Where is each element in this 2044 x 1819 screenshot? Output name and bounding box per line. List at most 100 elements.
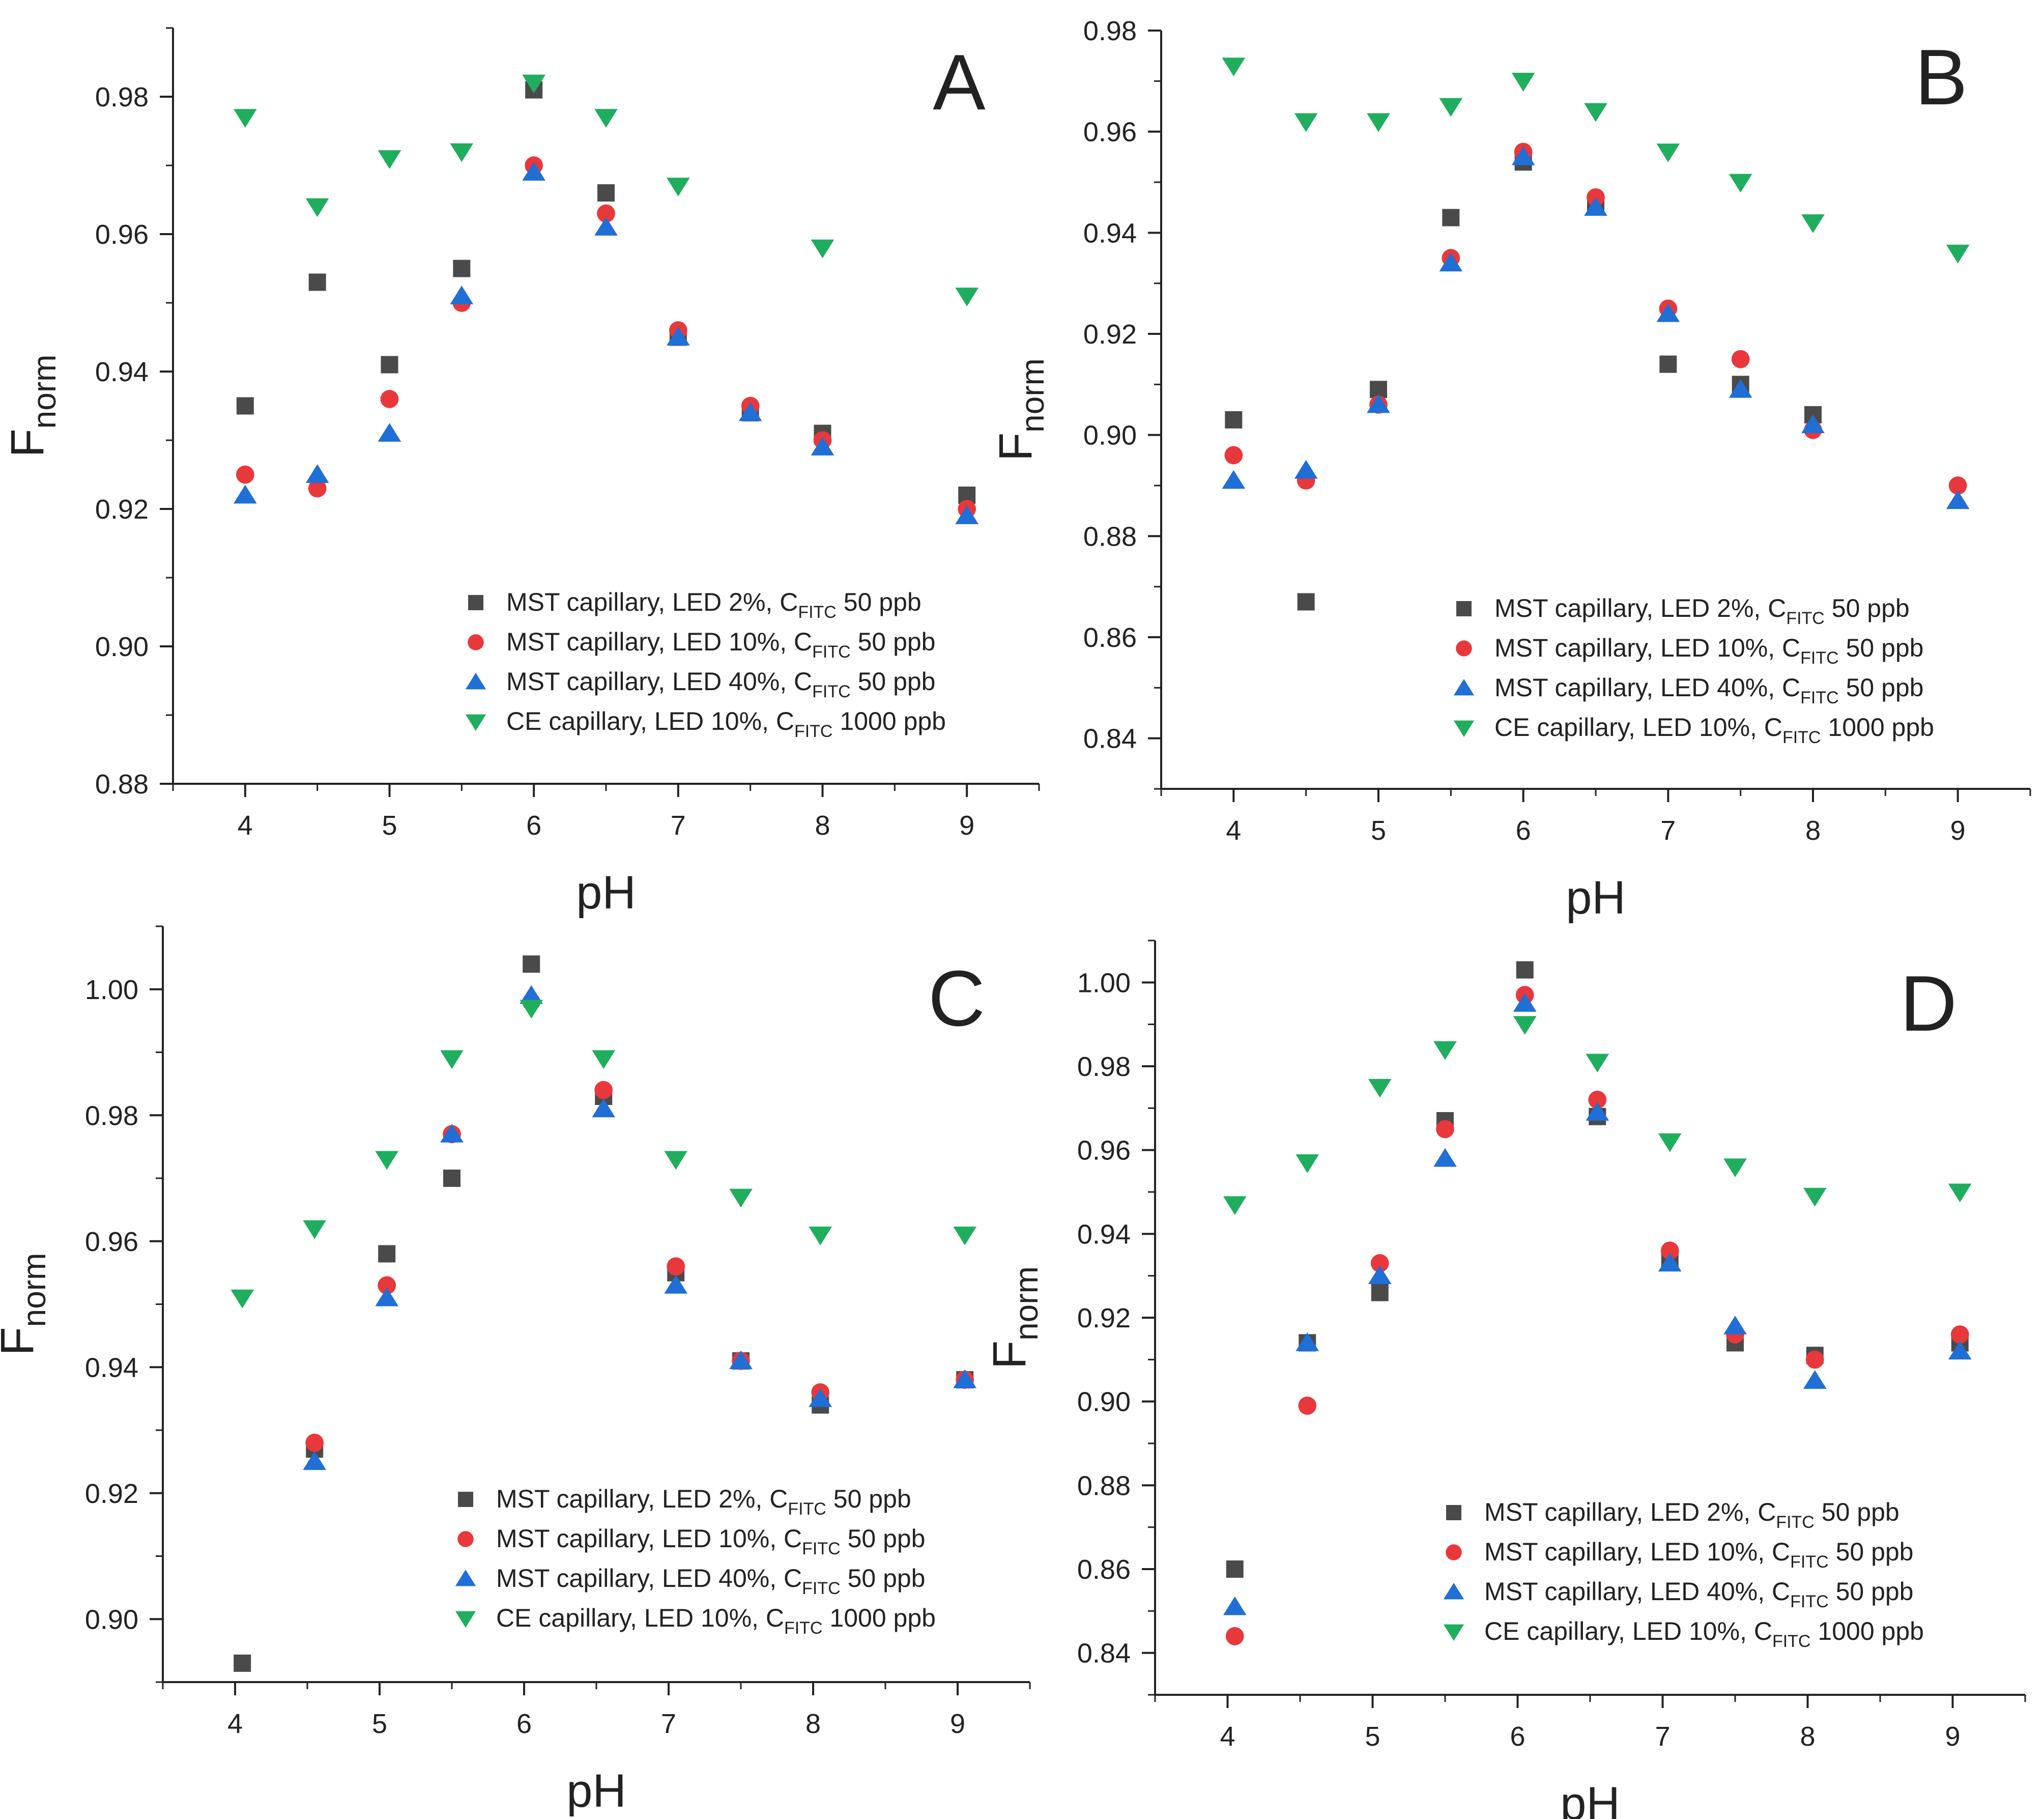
data-point-series-4 [1513, 1016, 1537, 1035]
legend-entry: CE capillary, LED 10%, CFITC 1000 ppb [506, 707, 946, 741]
x-tick-label: 9 [950, 1709, 965, 1739]
legend-entry-subscript: FITC [788, 1499, 826, 1519]
data-point-series-1 [443, 1170, 460, 1187]
y-tick-label: 0.86 [1083, 622, 1137, 653]
data-point-series-1 [1516, 961, 1534, 979]
y-axis-title-sub: norm [1008, 1266, 1045, 1341]
data-point-series-3 [1511, 146, 1535, 165]
data-point-series-1 [381, 356, 398, 374]
data-point-series-2 [1224, 446, 1243, 465]
y-tick-label: 0.88 [1077, 1470, 1131, 1501]
legend-entry-text: 50 ppb [1815, 1498, 1899, 1526]
chart-panel-a: 4 5 6 7 8 9 0.88 0.90 0.92 0.94 0.96 0.98 pH Fnorm A MS… [2, 27, 1040, 919]
legend-marker [468, 595, 483, 610]
legend-entry: MST capillary, LED 10%, CFITC 50 ppb [1484, 1538, 1914, 1572]
legend-entry: CE capillary, LED 10%, CFITC 1000 ppb [1494, 713, 1934, 747]
data-point-series-3 [1368, 1265, 1392, 1284]
y-tick-label: 0.96 [1083, 117, 1137, 148]
data-point-series-3 [1729, 379, 1752, 398]
panel-letter: D [1900, 959, 1957, 1047]
legend-entry-subscript: FITC [812, 642, 851, 662]
data-point-series-4 [664, 1151, 688, 1170]
legend-entry-subscript: FITC [794, 722, 833, 741]
y-tick-label: 1.00 [85, 975, 138, 1005]
legend-entry-text: MST capillary, LED 40%, C [506, 667, 812, 696]
data-point-series-3 [1656, 303, 1680, 322]
legend-entry-text: MST capillary, LED 10%, C [1494, 634, 1800, 662]
legend-marker [1443, 1583, 1464, 1600]
legend-entry-text: MST capillary, LED 2%, C [1494, 594, 1786, 622]
y-axis-title-sub: norm [16, 1253, 52, 1327]
data-point-series-3 [592, 1098, 616, 1118]
data-point-series-2 [1805, 1350, 1824, 1369]
legend-entry: CE capillary, LED 10%, CFITC 1000 ppb [496, 1604, 936, 1638]
legend-entry-text: CE capillary, LED 10%, C [1494, 713, 1782, 742]
data-point-series-1 [1371, 1284, 1389, 1301]
y-tick-label: 0.94 [85, 1352, 138, 1383]
data-point-series-3 [1513, 993, 1537, 1012]
legend-entry-text: CE capillary, LED 10%, C [506, 707, 794, 735]
x-tick-label: 7 [1660, 815, 1676, 846]
legend-entry-text: 1000 ppb [1821, 713, 1934, 742]
x-tick-label: 9 [1945, 1721, 1960, 1752]
legend-entry-subscript: FITC [798, 603, 837, 622]
y-axis-title: Fnorm [2, 354, 63, 457]
data-point-series-3 [378, 423, 401, 442]
legend-marker [455, 1611, 476, 1628]
y-axis-title: Fnorm [984, 1266, 1045, 1369]
y-tick-label: 0.98 [95, 82, 149, 112]
data-point-series-3 [440, 1123, 464, 1143]
x-axis-title: pH [566, 1765, 626, 1817]
data-point-series-4 [522, 74, 546, 94]
legend-entry: MST capillary, LED 2%, CFITC 50 ppb [496, 1485, 911, 1519]
y-axis-title: Fnorm [990, 358, 1051, 461]
x-tick-label: 4 [238, 810, 253, 841]
data-point-series-3 [1803, 1370, 1827, 1389]
legend-entry-subscript: FITC [1772, 1632, 1811, 1651]
legend-marker [465, 673, 486, 690]
y-tick-label: 0.92 [95, 494, 149, 525]
data-point-series-4 [1656, 144, 1680, 162]
data-point-series-4 [666, 178, 690, 196]
y-tick-label: 0.94 [95, 357, 149, 387]
legend-entry-subscript: FITC [1800, 688, 1839, 707]
data-point-series-3 [1439, 252, 1463, 272]
data-point-series-3 [233, 485, 257, 504]
data-point-series-4 [594, 109, 618, 128]
y-tick-label: 0.94 [1077, 1219, 1131, 1249]
data-point-series-4 [1729, 174, 1752, 193]
data-point-series-2 [1660, 1241, 1679, 1260]
x-tick-label: 7 [661, 1709, 676, 1739]
x-tick-label: 6 [516, 1709, 532, 1739]
data-point-series-1 [453, 260, 471, 277]
y-tick-label: 0.96 [95, 219, 149, 250]
legend-entry: MST capillary, LED 10%, CFITC 50 ppb [496, 1524, 926, 1558]
data-point-series-1 [308, 273, 326, 291]
legend-entry-subscript: FITC [812, 682, 851, 701]
data-point-series-4 [592, 1050, 616, 1069]
y-tick-label: 0.96 [85, 1227, 138, 1257]
data-point-series-3 [1946, 490, 1970, 509]
legend-marker [1453, 720, 1475, 737]
data-point-series-4 [1294, 113, 1318, 132]
legend-entry: MST capillary, LED 2%, CFITC 50 ppb [1484, 1498, 1899, 1532]
x-tick-label: 8 [1800, 1721, 1815, 1752]
data-point-series-4 [1367, 113, 1390, 132]
data-point-series-4 [809, 1227, 832, 1245]
data-point-series-2 [308, 479, 327, 498]
data-point-series-2 [594, 1081, 613, 1099]
legend-entry-text: 50 ppb [826, 1485, 911, 1513]
data-point-series-2 [1370, 1254, 1389, 1272]
legend-entry-text: 50 ppb [851, 628, 936, 656]
y-tick-label: 0.94 [1083, 218, 1137, 248]
data-point-series-4 [1296, 1154, 1319, 1173]
data-point-series-4 [1584, 103, 1607, 122]
data-point-series-1 [1659, 355, 1677, 373]
data-point-series-4 [450, 143, 474, 162]
data-point-series-1 [234, 1654, 251, 1672]
data-point-series-2 [597, 204, 615, 223]
y-axis-title-main: F [0, 1327, 43, 1355]
y-tick-label: 0.86 [1077, 1554, 1131, 1585]
legend-entry-text: 50 ppb [1839, 634, 1924, 662]
